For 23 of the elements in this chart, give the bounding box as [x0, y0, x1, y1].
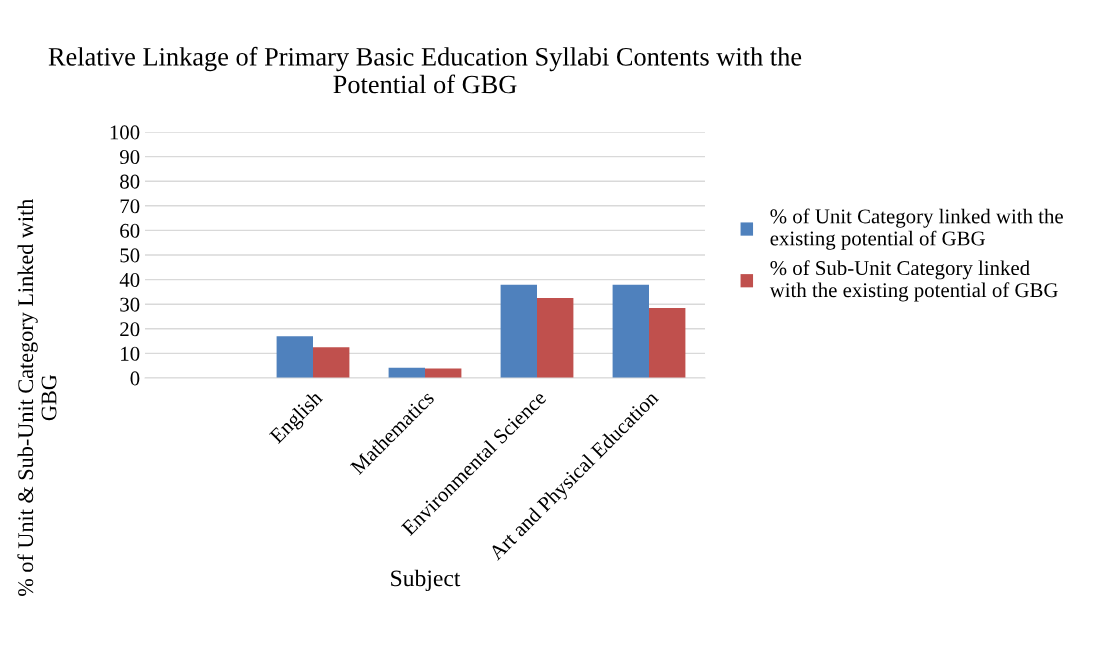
bar [537, 298, 574, 378]
bar [313, 347, 350, 378]
y-tick-label: 90 [119, 149, 140, 165]
bar [500, 284, 537, 378]
bar [276, 336, 313, 378]
chart-title: Relative Linkage of Primary Basic Education Syllabi Contents with the Potential of GBG [48, 46, 802, 94]
legend-label: % of Unit Category linked with the existing potential of GBG [770, 208, 1063, 250]
bar [425, 368, 462, 378]
y-tick-label: 70 [120, 199, 140, 214]
y-tick-label: 80 [120, 174, 140, 189]
bar [649, 307, 686, 378]
y-tick-label: 20 [120, 322, 140, 337]
x-axis-title: Subject [391, 569, 461, 592]
y-tick-label: 10 [121, 346, 140, 361]
bar [612, 284, 649, 378]
y-axis-title: % of Unit & Sub-Unit Category Linked with GBG [17, 198, 57, 596]
y-tick-label: 100 [110, 125, 140, 140]
y-tick-label: 40 [119, 272, 140, 288]
y-tick-label: 50 [120, 248, 140, 263]
y-tick-label: 60 [120, 223, 140, 238]
legend-label: % of Sub-Unit Category linked with the existing potential of GBG [769, 260, 1058, 302]
y-tick-label: 30 [120, 297, 140, 312]
y-tick-label: 0 [130, 371, 140, 386]
